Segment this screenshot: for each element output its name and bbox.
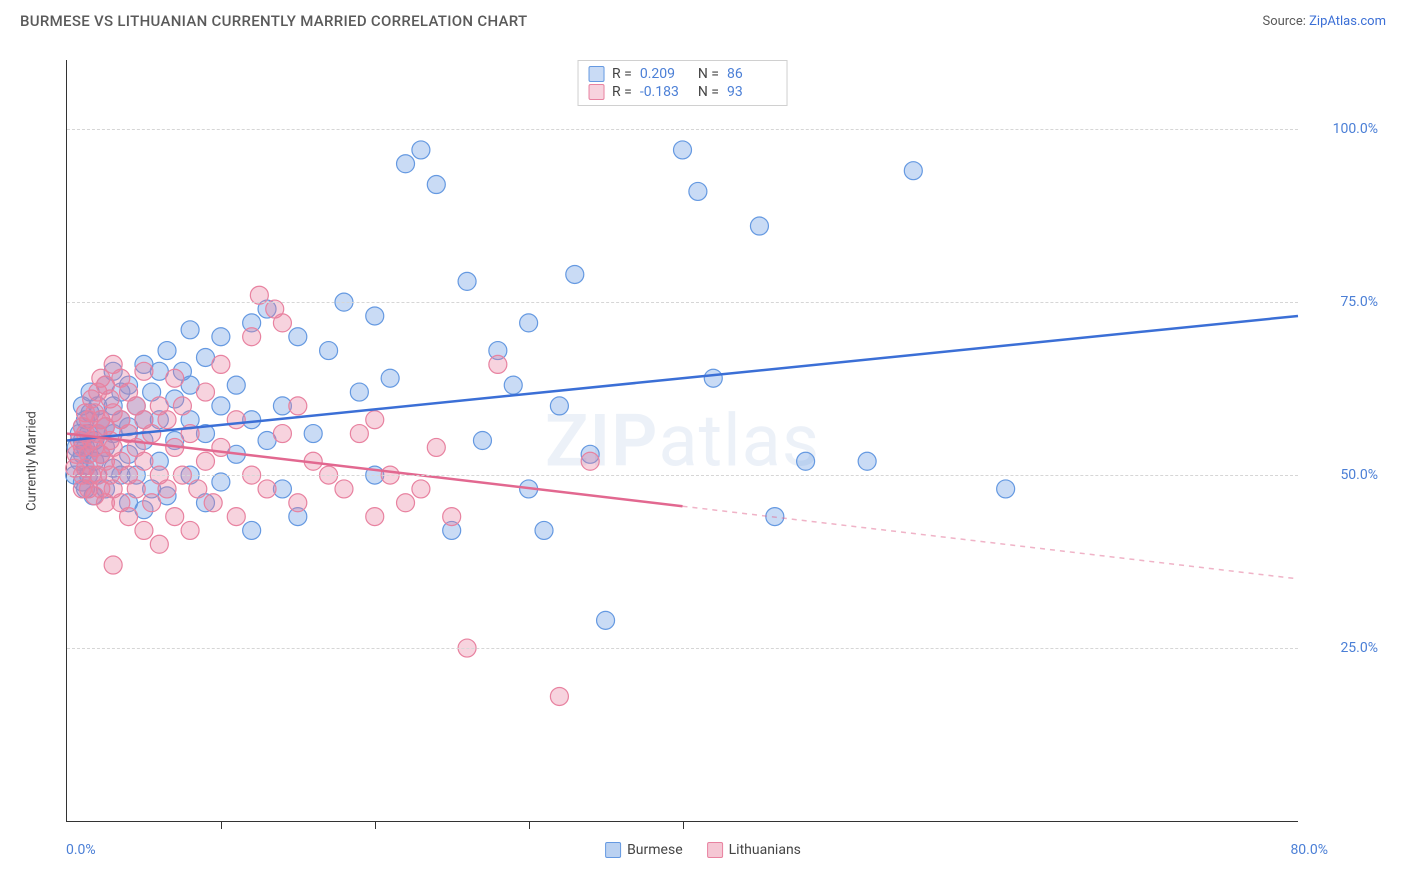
stat-r-lithuanians: -0.183 bbox=[640, 84, 690, 100]
y-tick-label: 100.0% bbox=[1308, 121, 1378, 137]
stat-n-burmese: 86 bbox=[727, 66, 777, 82]
stats-legend: R = 0.209 N = 86 R = -0.183 N = 93 bbox=[577, 60, 788, 106]
chart-container: Currently Married ZIPatlas R = 0.209 N =… bbox=[18, 48, 1388, 874]
stat-n-lithuanians: 93 bbox=[727, 84, 777, 100]
stat-n-label: N = bbox=[698, 84, 719, 100]
plot-area: ZIPatlas R = 0.209 N = 86 R = -0.183 N =… bbox=[66, 60, 1298, 822]
legend-label: Lithuanians bbox=[729, 842, 801, 858]
y-tick-label: 50.0% bbox=[1308, 467, 1378, 483]
source-prefix: Source: bbox=[1262, 14, 1309, 29]
y-tick-label: 75.0% bbox=[1308, 294, 1378, 310]
stat-r-label: R = bbox=[612, 84, 632, 100]
stats-row-lithuanians: R = -0.183 N = 93 bbox=[588, 83, 777, 101]
x-max-label: 80.0% bbox=[1290, 842, 1328, 858]
y-axis-label: Currently Married bbox=[25, 411, 40, 511]
chart-title: BURMESE VS LITHUANIAN CURRENTLY MARRIED … bbox=[20, 12, 527, 30]
legend-item-lithuanians: Lithuanians bbox=[707, 842, 801, 858]
swatch-burmese bbox=[588, 66, 604, 82]
source-attribution: Source: ZipAtlas.com bbox=[1262, 14, 1386, 29]
legend-label: Burmese bbox=[627, 842, 683, 858]
stat-r-burmese: 0.209 bbox=[640, 66, 690, 82]
y-tick-label: 25.0% bbox=[1308, 640, 1378, 656]
swatch-burmese bbox=[605, 842, 621, 858]
chart-header: BURMESE VS LITHUANIAN CURRENTLY MARRIED … bbox=[0, 0, 1406, 38]
plot-svg bbox=[67, 60, 1298, 821]
series-legend: Burmese Lithuanians bbox=[605, 842, 801, 858]
stat-n-label: N = bbox=[698, 66, 719, 82]
source-link[interactable]: ZipAtlas.com bbox=[1309, 14, 1386, 29]
swatch-lithuanians bbox=[707, 842, 723, 858]
x-min-label: 0.0% bbox=[66, 842, 96, 858]
swatch-lithuanians bbox=[588, 84, 604, 100]
stats-row-burmese: R = 0.209 N = 86 bbox=[588, 65, 777, 83]
legend-item-burmese: Burmese bbox=[605, 842, 683, 858]
stat-r-label: R = bbox=[612, 66, 632, 82]
